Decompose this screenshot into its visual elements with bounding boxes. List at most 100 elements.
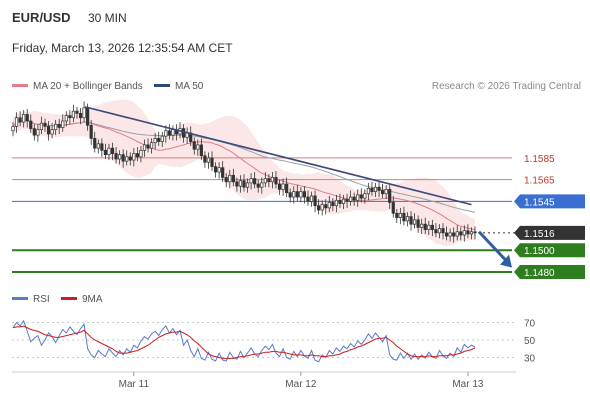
candle-body [235,181,239,187]
candle [157,131,161,146]
candle-body [327,202,331,209]
candle [256,179,260,193]
candle-body [359,194,363,199]
candle-body [118,154,122,160]
candle-body [317,205,321,211]
candle [224,173,228,188]
candle [221,161,225,182]
candle [285,177,289,198]
candle-body [469,231,474,235]
candle [288,188,292,203]
candle-body [242,180,246,188]
candle-body [231,174,235,183]
ma20-line [12,119,476,231]
candle [452,227,456,243]
candle-body [82,107,86,119]
candle [121,149,125,168]
level-label-1.1516: 1.1516 [524,229,555,240]
candle [39,116,44,135]
candle [135,147,139,162]
candle [299,187,303,203]
candle [54,119,58,136]
level-label-1.1545: 1.1545 [524,197,555,208]
candle [210,151,214,171]
candle-body [164,130,168,137]
candle-body [292,191,296,198]
candle [22,110,26,128]
candle [192,137,196,155]
ma20-legend-label: MA 20 + Bollinger Bands [33,81,143,92]
candle [281,178,285,196]
price-levels [12,157,516,273]
candle [455,225,459,241]
candle [107,143,111,161]
candle [245,178,250,193]
candle [167,124,171,140]
candle-body [57,123,61,128]
candle [242,174,246,192]
rsi-legend-swatch [12,297,28,300]
rsi-ma-legend-swatch [61,297,77,300]
candle-body [68,115,72,119]
candle-body [448,232,452,237]
candle-body [412,219,417,225]
candle [295,185,299,202]
candle [231,168,235,187]
candle-body [437,228,442,234]
candle [71,104,76,123]
level-labels: 1.1585 1.1565 1.1545 1.1516 1.1500 1.1480 [514,154,585,279]
candle-body [455,231,459,237]
candle [235,177,239,192]
candle [427,220,431,236]
candle-body [228,174,232,183]
research-credit: Research © 2026 Trading Central [432,81,581,92]
candle [11,122,15,137]
candle-body [388,189,392,203]
x-tick-label: Mar 12 [285,379,317,390]
trend-line [84,106,472,206]
candle-body [345,198,349,202]
candle [46,120,51,141]
candle [110,142,115,161]
candle [409,211,413,231]
candle-body [331,202,335,207]
candle [444,226,449,241]
candle-body [405,216,410,222]
candle-body [302,191,307,198]
candle [36,124,40,142]
candle-body [381,190,385,195]
candle [416,215,420,233]
candle-body [64,115,68,122]
candle-body [139,149,143,158]
candle-body [213,166,218,173]
ma50-legend-swatch [154,84,170,87]
level-tag-1.1516 [514,225,585,240]
candle-body [441,228,445,234]
candle-body [121,154,125,162]
candle-body [338,199,342,204]
candle [359,188,363,203]
candle-body [75,110,79,114]
candle [402,206,406,226]
candle-body [135,153,139,158]
candle-body [409,216,413,225]
rsi-tick-30: 30 [524,354,536,365]
candle [317,199,321,215]
candle-body [128,156,132,161]
candle-body [132,153,136,161]
x-tick-label: Mar 13 [452,379,484,390]
bollinger-band-area [13,99,475,247]
candle-body [384,189,388,195]
ma20-legend-swatch [12,84,28,87]
candle-body [420,223,424,228]
instrument-title: EUR/USD [12,10,71,25]
candle [25,109,29,128]
level-label-1.1565: 1.1565 [524,176,555,187]
candle [206,152,211,169]
candle-body [199,144,203,157]
rsi-panel [12,319,476,363]
candle [334,194,338,213]
candle-body [299,191,303,198]
candle [128,152,132,166]
